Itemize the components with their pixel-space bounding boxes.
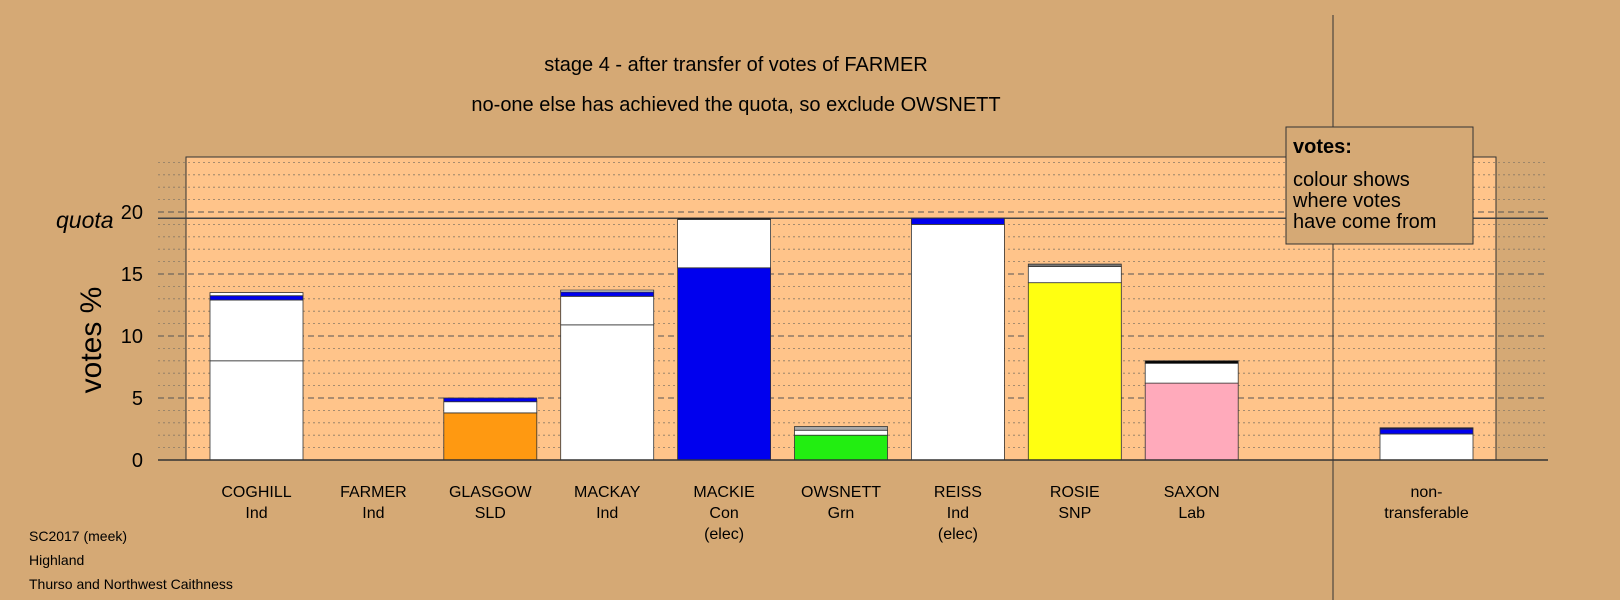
bar-segment — [560, 295, 655, 326]
legend-line: where votes — [1292, 190, 1401, 212]
bar-segment — [677, 267, 771, 461]
nontransferable-label: non- — [1410, 484, 1442, 501]
legend-line: colour shows — [1293, 169, 1410, 191]
y-tick-label: 20 — [121, 202, 143, 224]
y-tick-label: 5 — [132, 388, 143, 410]
candidate-name: MACKAY — [574, 484, 641, 501]
bar-segment — [1027, 282, 1122, 461]
bar-segment — [1144, 382, 1239, 461]
bar-segment — [794, 429, 888, 436]
candidate-name: COGHILL — [221, 484, 291, 501]
candidate-party: SLD — [475, 505, 506, 522]
bar-segment — [443, 412, 538, 461]
legend-line: have come from — [1293, 211, 1436, 233]
bar-segment — [1144, 362, 1239, 384]
candidate-party: Grn — [828, 505, 855, 522]
candidate-status: (elec) — [938, 526, 978, 543]
candidate-status: (elec) — [704, 526, 744, 543]
y-tick-label: 15 — [121, 264, 143, 286]
candidate-party: Ind — [362, 505, 384, 522]
candidate-party: Lab — [1178, 505, 1205, 522]
bar-segment — [911, 223, 1005, 461]
bar-segment — [1027, 266, 1122, 284]
bar-segment — [794, 434, 888, 461]
candidate-name: FARMER — [340, 484, 407, 501]
bar-segment — [560, 291, 655, 297]
candidate-name: MACKIE — [693, 484, 754, 501]
chart-title: stage 4 - after transfer of votes of FAR… — [544, 54, 928, 76]
candidate-party: Ind — [245, 505, 267, 522]
footer-line: Highland — [29, 552, 84, 568]
nontransferable-segment — [1379, 428, 1474, 435]
bar-segment — [209, 299, 304, 362]
candidate-party: Ind — [947, 505, 969, 522]
candidate-name: OWSNETT — [801, 484, 881, 501]
footer-line: Thurso and Northwest Caithness — [29, 576, 233, 592]
grid-lines — [158, 161, 1548, 449]
candidate-party: SNP — [1058, 505, 1091, 522]
nontransferable-segment — [1379, 427, 1474, 430]
y-axis-label: votes % — [75, 287, 108, 394]
y-tick-label: 10 — [121, 326, 143, 348]
nontransferable-label: transferable — [1384, 505, 1469, 522]
candidate-party: Ind — [596, 505, 618, 522]
candidate-name: SAXON — [1164, 484, 1220, 501]
bar-segment — [1027, 263, 1122, 267]
candidate-name: REISS — [934, 484, 982, 501]
category-labels: COGHILL Ind FARMER Ind GLASGOW SLD MACKAY Ind MA… — [221, 484, 1468, 543]
bars — [209, 217, 1474, 461]
y-tick-label: 0 — [132, 450, 143, 472]
candidate-name: GLASGOW — [449, 484, 533, 501]
candidate-party: Con — [709, 505, 738, 522]
chart-subtitle: no-one else has achieved the quota, so e… — [471, 94, 1000, 116]
legend-box: votes: colour shows where votes have com… — [1285, 126, 1474, 245]
y-ticks: 0 5 10 15 20 — [121, 202, 143, 472]
bar-segment — [794, 426, 888, 431]
nontransferable-segment — [1379, 433, 1474, 461]
bar-segment — [443, 397, 538, 403]
bar-segment — [911, 217, 1005, 225]
bar-segment — [209, 360, 304, 461]
legend-heading: votes: — [1293, 136, 1352, 158]
bar-segment — [677, 217, 771, 220]
bar-segment — [443, 401, 538, 414]
bar-segment — [677, 219, 771, 269]
bar-segment — [209, 292, 304, 297]
plot-area — [185, 156, 1497, 461]
quota-label: quota — [56, 207, 114, 233]
bar-segment — [1144, 360, 1239, 364]
candidate-name: ROSIE — [1050, 484, 1100, 501]
bar-segment — [560, 324, 655, 461]
footer-line: SC2017 (meek) — [29, 528, 127, 544]
bar-segment — [560, 289, 655, 293]
bar-segment — [209, 295, 304, 301]
